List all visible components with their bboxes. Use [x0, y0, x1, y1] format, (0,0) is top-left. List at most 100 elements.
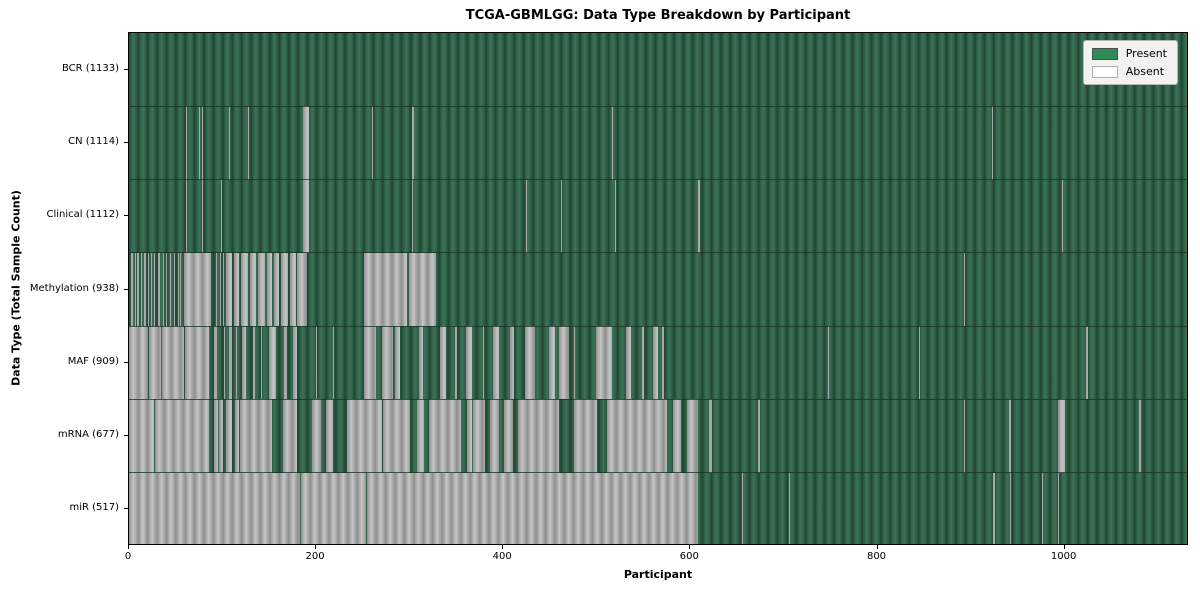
legend-label-absent: Absent: [1125, 65, 1165, 78]
absent-segment: [180, 252, 182, 327]
absent-segment: [382, 399, 410, 473]
absent-segment: [129, 326, 148, 400]
absent-segment: [233, 252, 240, 327]
absent-segment: [303, 106, 309, 180]
absent-segment: [249, 252, 257, 327]
absent-segment: [574, 326, 576, 400]
absent-segment: [607, 399, 667, 473]
absent-segment: [492, 326, 500, 400]
absent-segment: [1086, 326, 1088, 400]
x-tick-label-600: 600: [679, 551, 699, 562]
absent-segment: [186, 106, 188, 180]
row-separator: [129, 472, 1187, 474]
absent-segment: [216, 252, 217, 327]
absent-segment: [332, 326, 334, 400]
absent-segment: [177, 252, 179, 327]
absent-segment: [595, 326, 612, 400]
row-separator: [129, 252, 1187, 254]
y-tick-label-Methylation: Methylation (938): [29, 282, 119, 294]
row-separator: [129, 179, 1187, 181]
absent-segment: [466, 399, 473, 473]
absent-segment: [372, 106, 374, 180]
y-tick-mark: [124, 68, 128, 70]
row-separator: [129, 105, 1187, 107]
absent-segment: [137, 252, 140, 327]
absent-segment: [518, 399, 560, 473]
absent-segment: [219, 252, 221, 327]
y-tick-label-BCR: BCR (1133): [61, 62, 119, 74]
absent-segment: [134, 252, 136, 327]
absent-segment: [269, 326, 276, 400]
absent-segment: [201, 179, 203, 253]
y-tick-mark: [124, 508, 128, 510]
absent-segment: [129, 399, 155, 473]
legend-swatch-absent-icon: [1091, 65, 1118, 78]
absent-segment: [1061, 179, 1063, 253]
x-tick-label-400: 400: [492, 551, 512, 562]
absent-segment: [641, 326, 644, 400]
x-tick-label-800: 800: [866, 551, 887, 562]
absent-segment: [559, 326, 569, 400]
absent-segment: [429, 399, 462, 473]
row-separator: [129, 325, 1187, 327]
chart-title: TCGA-GBMLGG: Data Type Breakdown by Part…: [465, 8, 851, 23]
absent-segment: [274, 252, 279, 327]
absent-segment: [1042, 472, 1044, 544]
absent-segment: [363, 252, 407, 327]
x-tick-mark: [502, 545, 504, 549]
absent-segment: [312, 399, 321, 473]
absent-segment: [625, 326, 632, 400]
x-tick-label-1000: 1000: [1050, 551, 1077, 562]
absent-segment: [963, 399, 966, 473]
absent-segment: [662, 326, 665, 400]
absent-segment: [229, 106, 231, 180]
absent-segment: [346, 399, 382, 473]
absent-segment: [827, 326, 829, 400]
absent-segment: [417, 399, 424, 473]
absent-segment: [1010, 472, 1012, 544]
absent-segment: [226, 252, 232, 327]
row-separator: [129, 398, 1187, 400]
absent-segment: [524, 326, 536, 400]
absent-segment: [284, 326, 288, 400]
absent-segment: [549, 326, 555, 400]
absent-segment: [161, 326, 185, 400]
absent-segment: [166, 252, 168, 327]
absent-segment: [241, 252, 248, 327]
x-axis-label: Participant: [623, 568, 693, 581]
absent-segment: [252, 326, 256, 400]
absent-segment: [247, 106, 249, 180]
absent-segment: [266, 252, 273, 327]
absent-segment: [170, 252, 172, 327]
heatmap-row-CN: [129, 106, 1187, 180]
absent-segment: [574, 399, 597, 473]
absent-segment: [260, 326, 262, 400]
absent-segment: [301, 472, 366, 544]
absent-segment: [185, 326, 209, 400]
absent-segment: [490, 399, 499, 473]
absent-segment: [292, 326, 298, 400]
absent-segment: [525, 179, 527, 253]
heatmap-row-Methylation: [129, 252, 1187, 327]
absent-segment: [223, 252, 225, 327]
absent-segment: [289, 252, 296, 327]
heatmap-row-BCR: [129, 33, 1187, 106]
absent-segment: [173, 252, 175, 327]
absent-segment: [1058, 399, 1065, 473]
absent-segment: [709, 399, 712, 473]
absent-segment: [218, 399, 223, 473]
absent-segment: [363, 326, 376, 400]
absent-segment: [129, 472, 301, 544]
absent-segment: [686, 399, 698, 473]
absent-segment: [162, 252, 164, 327]
absent-segment: [993, 472, 996, 544]
absent-segment: [240, 399, 273, 473]
x-tick-mark: [128, 545, 129, 549]
absent-segment: [509, 326, 514, 400]
absent-segment: [158, 252, 160, 327]
absent-segment: [224, 326, 226, 400]
absent-segment: [611, 106, 613, 180]
absent-segment: [220, 179, 222, 253]
absent-segment: [991, 106, 994, 180]
